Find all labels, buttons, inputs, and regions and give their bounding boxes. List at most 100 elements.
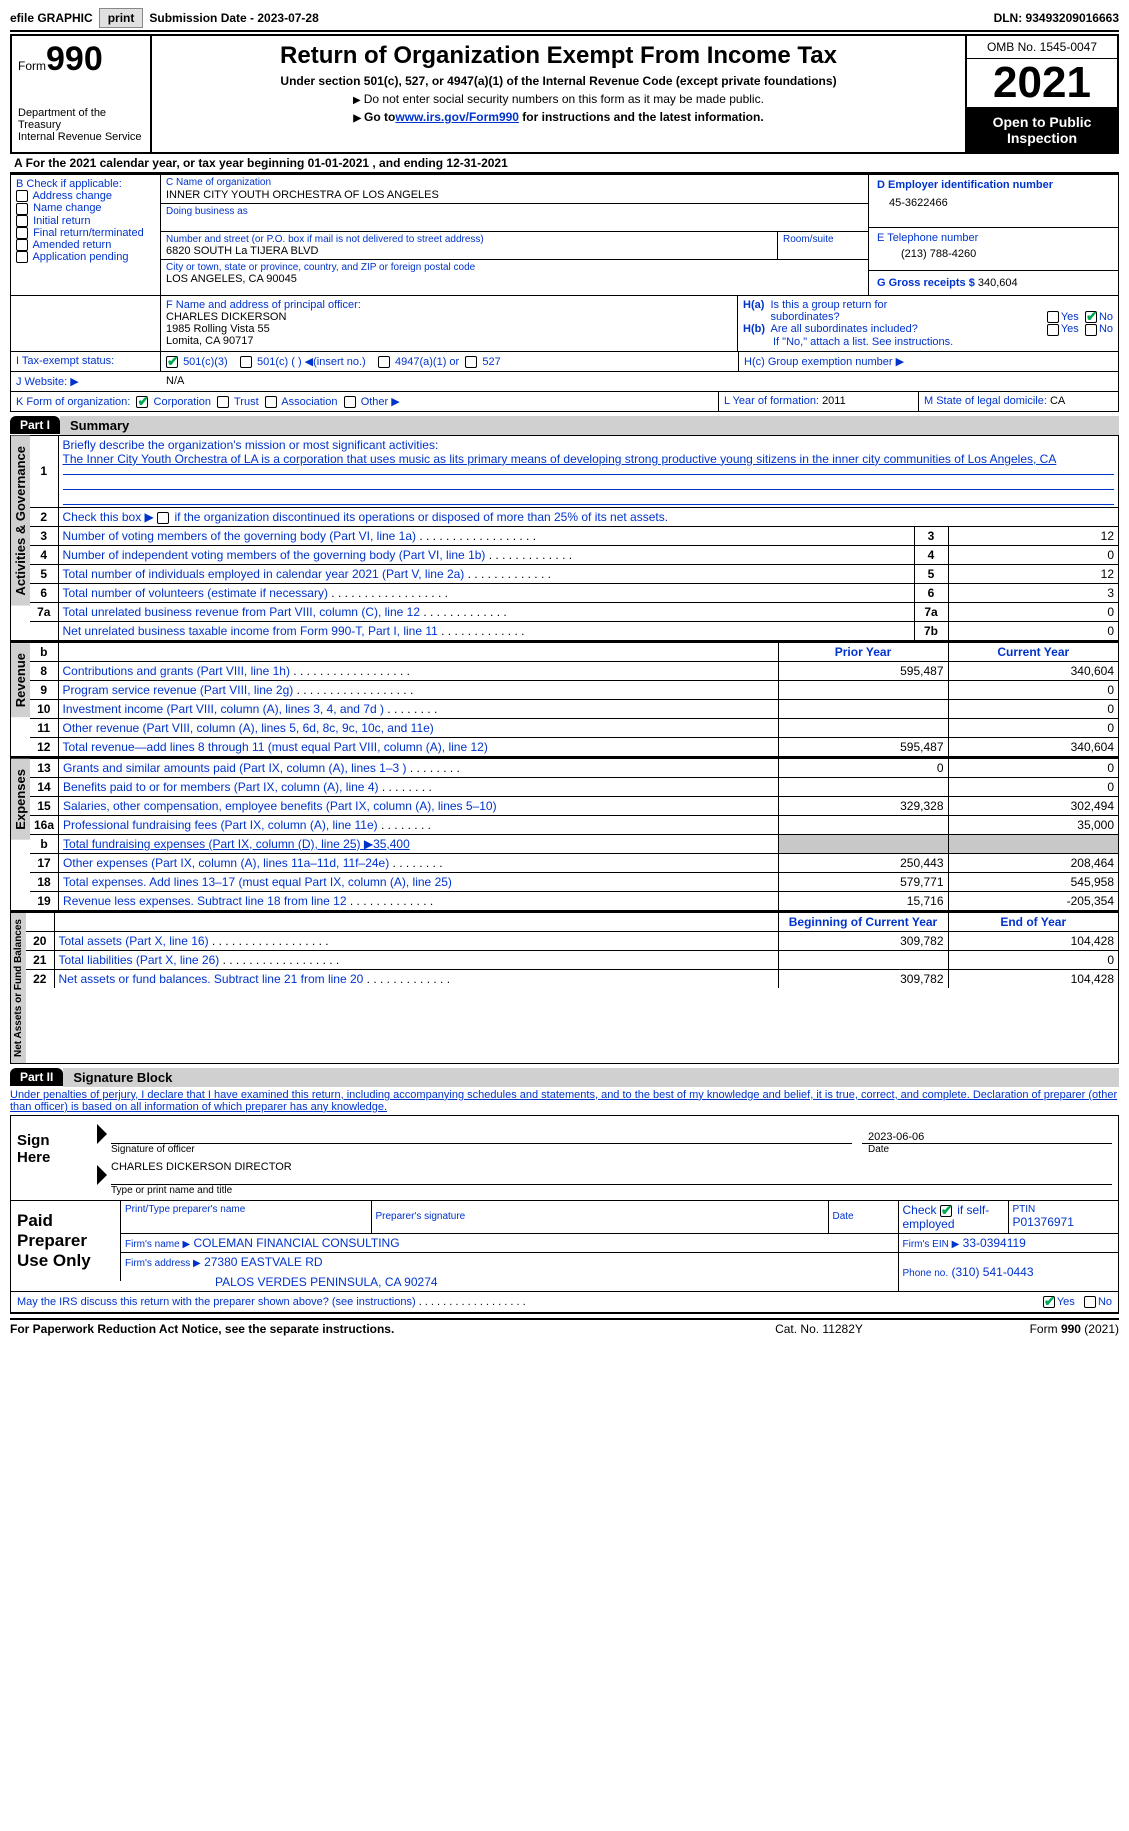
hb-no[interactable] xyxy=(1085,324,1097,336)
net-row-22: 22Net assets or fund balances. Subtract … xyxy=(26,969,1118,988)
check-address-change[interactable] xyxy=(16,190,28,202)
check-name-change[interactable] xyxy=(16,203,28,215)
check-self-employed[interactable] xyxy=(940,1205,952,1217)
firm-ein: 33-0394119 xyxy=(963,1236,1026,1250)
check-501c[interactable] xyxy=(240,356,252,368)
revenue-row-11: 11Other revenue (Part VIII, column (A), … xyxy=(30,718,1118,737)
check-corp[interactable] xyxy=(136,396,148,408)
exp-row-13: 13Grants and similar amounts paid (Part … xyxy=(30,759,1118,778)
summary-row-7b: Net unrelated business taxable income fr… xyxy=(30,621,1118,640)
form-number: 990 xyxy=(46,40,103,78)
paid-preparer-block: Paid Preparer Use Only Print/Type prepar… xyxy=(10,1201,1119,1292)
topbar: efile GRAPHIC print Submission Date - 20… xyxy=(10,8,1119,32)
form-header: Form990 Department of the Treasury Inter… xyxy=(10,34,1119,154)
city-state-zip: LOS ANGELES, CA 90045 xyxy=(166,273,863,285)
discuss-no[interactable] xyxy=(1084,1296,1096,1308)
state-domicile: CA xyxy=(1050,395,1065,407)
firm-addr1: 27380 EASTVALE RD xyxy=(204,1255,323,1269)
check-discontinued[interactable] xyxy=(157,512,169,524)
check-initial-return[interactable] xyxy=(16,215,28,227)
revenue-row-10: 10Investment income (Part VIII, column (… xyxy=(30,699,1118,718)
summary-row-4: 4 Number of independent voting members o… xyxy=(30,545,1118,564)
tax-year: 2021 xyxy=(967,59,1117,108)
officer-signature-line[interactable] xyxy=(111,1120,852,1144)
section-fh: F Name and address of principal officer:… xyxy=(10,296,1119,351)
irs-link[interactable]: www.irs.gov/Form990 xyxy=(395,110,519,124)
section-deg: D Employer identification number 45-3622… xyxy=(868,175,1118,295)
check-527[interactable] xyxy=(465,356,477,368)
header-left: Form990 Department of the Treasury Inter… xyxy=(12,36,152,152)
exp-row-19: 19Revenue less expenses. Subtract line 1… xyxy=(30,891,1118,910)
revenue-block: Revenue b Prior Year Current Year 8Contr… xyxy=(10,641,1119,757)
form-word: Form xyxy=(18,59,46,73)
side-revenue: Revenue xyxy=(11,643,30,717)
ha-yes[interactable] xyxy=(1047,311,1059,323)
check-assoc[interactable] xyxy=(265,396,277,408)
ein: 45-3622466 xyxy=(877,191,1110,209)
check-amended[interactable] xyxy=(16,239,28,251)
submission-date: Submission Date - 2023-07-28 xyxy=(149,11,318,25)
discuss-yes[interactable] xyxy=(1043,1296,1055,1308)
section-bcdeg: B Check if applicable: Address change Na… xyxy=(10,174,1119,296)
exp-row-18: 18Total expenses. Add lines 13–17 (must … xyxy=(30,872,1118,891)
side-expenses: Expenses xyxy=(11,759,30,840)
open-inspection: Open to Public Inspection xyxy=(967,108,1117,152)
phone: (213) 788-4260 xyxy=(877,244,1110,260)
line-j: J Website: ▶ N/A xyxy=(10,372,1119,392)
dept-irs: Internal Revenue Service xyxy=(18,131,144,143)
revenue-row-12: 12Total revenue—add lines 8 through 11 (… xyxy=(30,737,1118,756)
officer-addr1: 1985 Rolling Vista 55 xyxy=(166,323,732,335)
subtitle-2: Do not enter social security numbers on … xyxy=(353,92,764,106)
header-right: OMB No. 1545-0047 2021 Open to Public In… xyxy=(967,36,1117,152)
section-c: C Name of organization INNER CITY YOUTH … xyxy=(161,175,868,295)
line-i: I Tax-exempt status: 501(c)(3) 501(c) ( … xyxy=(10,352,1119,372)
discuss-row: May the IRS discuss this return with the… xyxy=(10,1292,1119,1314)
summary-row-5: 5 Total number of individuals employed i… xyxy=(30,564,1118,583)
firm-name: COLEMAN FINANCIAL CONSULTING xyxy=(194,1236,400,1250)
dept-treasury: Department of the Treasury xyxy=(18,107,144,131)
summary-block: Activities & Governance 1 Briefly descri… xyxy=(10,435,1119,641)
part-1-header: Part I Summary xyxy=(10,416,1119,435)
sig-date: 2023-06-06 xyxy=(862,1131,1112,1144)
org-name: INNER CITY YOUTH ORCHESTRA OF LOS ANGELE… xyxy=(166,188,863,201)
exp-row-16b: bTotal fundraising expenses (Part IX, co… xyxy=(30,834,1118,853)
exp-row-15: 15Salaries, other compensation, employee… xyxy=(30,796,1118,815)
sig-arrow-icon-2 xyxy=(97,1165,107,1185)
check-4947[interactable] xyxy=(378,356,390,368)
gross-receipts: 340,604 xyxy=(978,277,1018,289)
officer-name: CHARLES DICKERSON xyxy=(166,311,732,323)
check-501c3[interactable] xyxy=(166,356,178,368)
subtitle-1: Under section 501(c), 527, or 4947(a)(1)… xyxy=(162,74,955,88)
sig-arrow-icon xyxy=(97,1124,107,1144)
hb-yes[interactable] xyxy=(1047,324,1059,336)
efile-label: efile GRAPHIC xyxy=(10,11,93,25)
print-button[interactable]: print xyxy=(99,8,144,28)
ha-no[interactable] xyxy=(1085,311,1097,323)
side-activities: Activities & Governance xyxy=(11,436,30,606)
summary-row-7a: 7a Total unrelated business revenue from… xyxy=(30,602,1118,621)
mission-text: The Inner City Youth Orchestra of LA is … xyxy=(63,452,1057,466)
officer-name-printed: CHARLES DICKERSON DIRECTOR xyxy=(111,1161,1112,1185)
netassets-block: Net Assets or Fund Balances Beginning of… xyxy=(10,911,1119,1064)
officer-addr2: Lomita, CA 90717 xyxy=(166,335,732,347)
check-final-return[interactable] xyxy=(16,227,28,239)
line-klm: K Form of organization: Corporation Trus… xyxy=(10,392,1119,412)
page-footer: For Paperwork Reduction Act Notice, see … xyxy=(10,1318,1119,1336)
side-netassets: Net Assets or Fund Balances xyxy=(11,913,26,1063)
part-2-header: Part II Signature Block xyxy=(10,1068,1119,1087)
check-app-pending[interactable] xyxy=(16,251,28,263)
firm-phone: (310) 541-0443 xyxy=(951,1265,1033,1279)
line-hc: H(c) Group exemption number ▶ xyxy=(738,352,1118,371)
check-other[interactable] xyxy=(344,396,356,408)
section-h: H(a) Is this a group return for subordin… xyxy=(738,296,1118,350)
check-trust[interactable] xyxy=(217,396,229,408)
expenses-block: Expenses 13Grants and similar amounts pa… xyxy=(10,757,1119,911)
sign-here-block: Sign Here 2023-06-06 Signature of office… xyxy=(10,1115,1119,1201)
year-formation: 2011 xyxy=(822,395,846,407)
firm-addr2: PALOS VERDES PENINSULA, CA 90274 xyxy=(125,1269,894,1289)
exp-row-14: 14Benefits paid to or for members (Part … xyxy=(30,777,1118,796)
website: N/A xyxy=(161,372,1118,391)
form-title: Return of Organization Exempt From Incom… xyxy=(162,42,955,70)
revenue-row-8: 8Contributions and grants (Part VIII, li… xyxy=(30,661,1118,680)
revenue-row-9: 9Program service revenue (Part VIII, lin… xyxy=(30,680,1118,699)
